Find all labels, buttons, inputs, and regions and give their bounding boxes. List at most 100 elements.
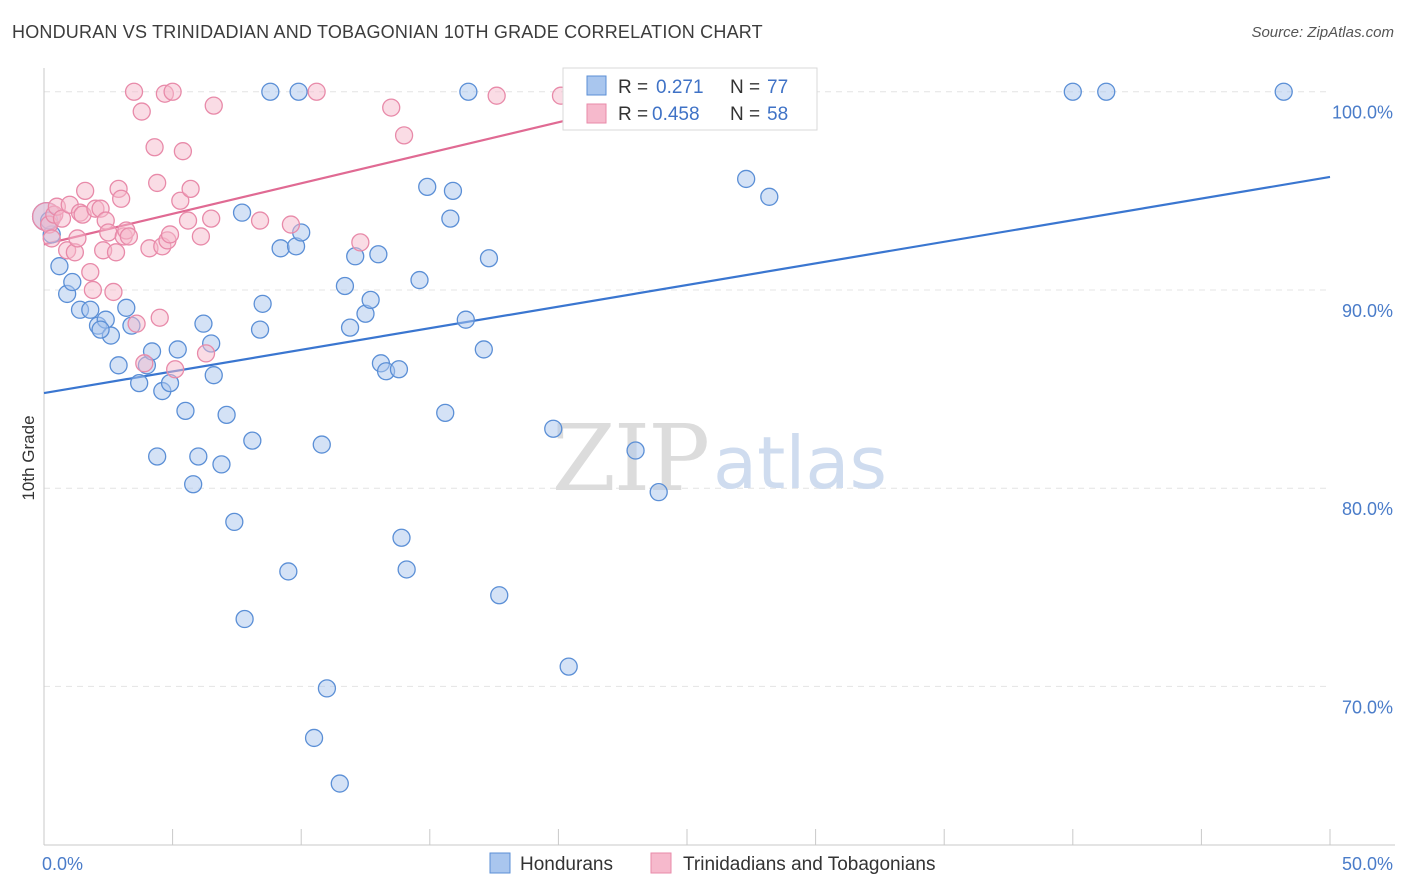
point-pink bbox=[166, 360, 185, 379]
point-pink bbox=[119, 227, 139, 246]
point-pink bbox=[52, 209, 72, 228]
point-pink bbox=[250, 211, 270, 230]
y-tick-labels: 70.0% 80.0% 90.0% 100.0% bbox=[1332, 103, 1393, 718]
point-blue bbox=[626, 441, 645, 460]
point-pink bbox=[281, 215, 301, 234]
watermark-atlas: atlas bbox=[713, 421, 887, 505]
point-pink bbox=[83, 280, 103, 300]
point-pink bbox=[171, 191, 190, 210]
bottom-legend-swatch-hondurans bbox=[489, 852, 511, 874]
point-blue bbox=[176, 401, 195, 421]
x-tick-label-min: 0.0% bbox=[42, 854, 83, 874]
point-blue bbox=[340, 318, 360, 337]
point-pink bbox=[99, 223, 118, 242]
point-blue bbox=[235, 609, 254, 629]
point-pink bbox=[135, 354, 154, 373]
bottom-legend-label-hondurans: Hondurans bbox=[520, 854, 613, 875]
point-blue bbox=[212, 455, 231, 474]
data-points bbox=[31, 82, 1293, 793]
grid-lines bbox=[44, 91, 1330, 687]
point-pink bbox=[196, 344, 216, 363]
point-blue bbox=[418, 177, 437, 197]
point-blue bbox=[479, 249, 499, 268]
legend-n-value-1: 77 bbox=[767, 77, 788, 98]
point-blue bbox=[91, 320, 110, 339]
legend-swatch-blue bbox=[586, 75, 607, 96]
legend-n-label-2: N = bbox=[730, 104, 760, 125]
point-blue bbox=[1063, 82, 1082, 101]
point-blue bbox=[369, 245, 388, 264]
y-tick-label: 80.0% bbox=[1342, 499, 1393, 519]
legend-n-label-1: N = bbox=[730, 77, 760, 98]
point-pink bbox=[307, 82, 326, 101]
point-pink bbox=[181, 179, 200, 199]
point-blue bbox=[232, 203, 252, 222]
point-blue bbox=[271, 239, 290, 258]
point-blue bbox=[312, 435, 331, 454]
legend-swatch-pink bbox=[586, 103, 607, 124]
point-pink bbox=[124, 82, 144, 101]
point-blue bbox=[189, 447, 208, 466]
point-blue bbox=[109, 356, 128, 375]
point-pink bbox=[148, 173, 167, 193]
point-blue bbox=[317, 679, 337, 698]
point-pink bbox=[112, 189, 131, 208]
legend-box: R = 0.271 N = 77 R = 0.458 N = 58 bbox=[562, 67, 818, 131]
point-blue bbox=[474, 340, 493, 359]
bottom-legend: Hondurans Trinidadians and Tobagonians bbox=[489, 852, 935, 875]
point-pink bbox=[127, 314, 146, 333]
y-tick-label: 100.0% bbox=[1332, 103, 1393, 123]
bottom-legend-swatch-trinidadians bbox=[650, 852, 672, 874]
point-blue bbox=[225, 512, 244, 532]
point-pink bbox=[202, 209, 221, 228]
point-blue bbox=[490, 586, 509, 605]
point-blue bbox=[261, 82, 280, 101]
legend-r-label-2: R = bbox=[618, 104, 648, 125]
point-blue bbox=[194, 314, 213, 333]
bottom-legend-label-trinidadians: Trinidadians and Tobagonians bbox=[683, 854, 935, 875]
point-blue bbox=[184, 475, 203, 494]
legend-r-value-2: 0.458 bbox=[652, 104, 700, 125]
watermark: ZIP atlas bbox=[552, 405, 887, 512]
point-blue bbox=[279, 562, 298, 581]
point-pink bbox=[150, 308, 169, 327]
point-blue bbox=[361, 290, 380, 310]
point-pink bbox=[204, 96, 223, 115]
point-blue bbox=[50, 257, 69, 276]
point-blue bbox=[544, 419, 563, 438]
point-blue bbox=[117, 298, 136, 317]
point-blue bbox=[148, 447, 167, 466]
series-pink-points bbox=[31, 82, 740, 379]
point-blue bbox=[443, 181, 463, 200]
point-pink bbox=[173, 142, 193, 161]
x-tick-labels: 0.0% 50.0% bbox=[42, 854, 1393, 874]
point-blue bbox=[204, 366, 223, 385]
y-axis-label: 10th Grade bbox=[19, 415, 38, 500]
point-blue bbox=[63, 272, 82, 292]
point-pink bbox=[68, 229, 87, 248]
point-pink bbox=[382, 98, 401, 117]
point-blue bbox=[253, 294, 272, 313]
point-blue bbox=[217, 405, 236, 424]
point-blue bbox=[649, 483, 668, 502]
point-pink bbox=[160, 225, 180, 244]
legend-n-value-2: 58 bbox=[767, 104, 788, 125]
point-blue bbox=[456, 310, 475, 329]
point-blue bbox=[81, 300, 100, 319]
chart-source: Source: ZipAtlas.com bbox=[1251, 24, 1394, 41]
point-pink bbox=[104, 282, 123, 302]
point-blue bbox=[168, 340, 187, 359]
point-blue bbox=[330, 774, 349, 793]
point-pink bbox=[191, 227, 211, 246]
point-blue bbox=[441, 209, 460, 228]
point-blue bbox=[250, 320, 270, 339]
point-blue bbox=[1097, 82, 1116, 101]
point-pink bbox=[487, 86, 506, 105]
point-blue bbox=[335, 276, 355, 296]
point-blue bbox=[410, 270, 429, 290]
point-blue bbox=[760, 187, 779, 206]
point-blue bbox=[436, 403, 455, 423]
point-pink bbox=[145, 138, 164, 157]
trend-line-blue bbox=[43, 175, 1331, 395]
legend-r-value-1: 0.271 bbox=[656, 77, 704, 98]
